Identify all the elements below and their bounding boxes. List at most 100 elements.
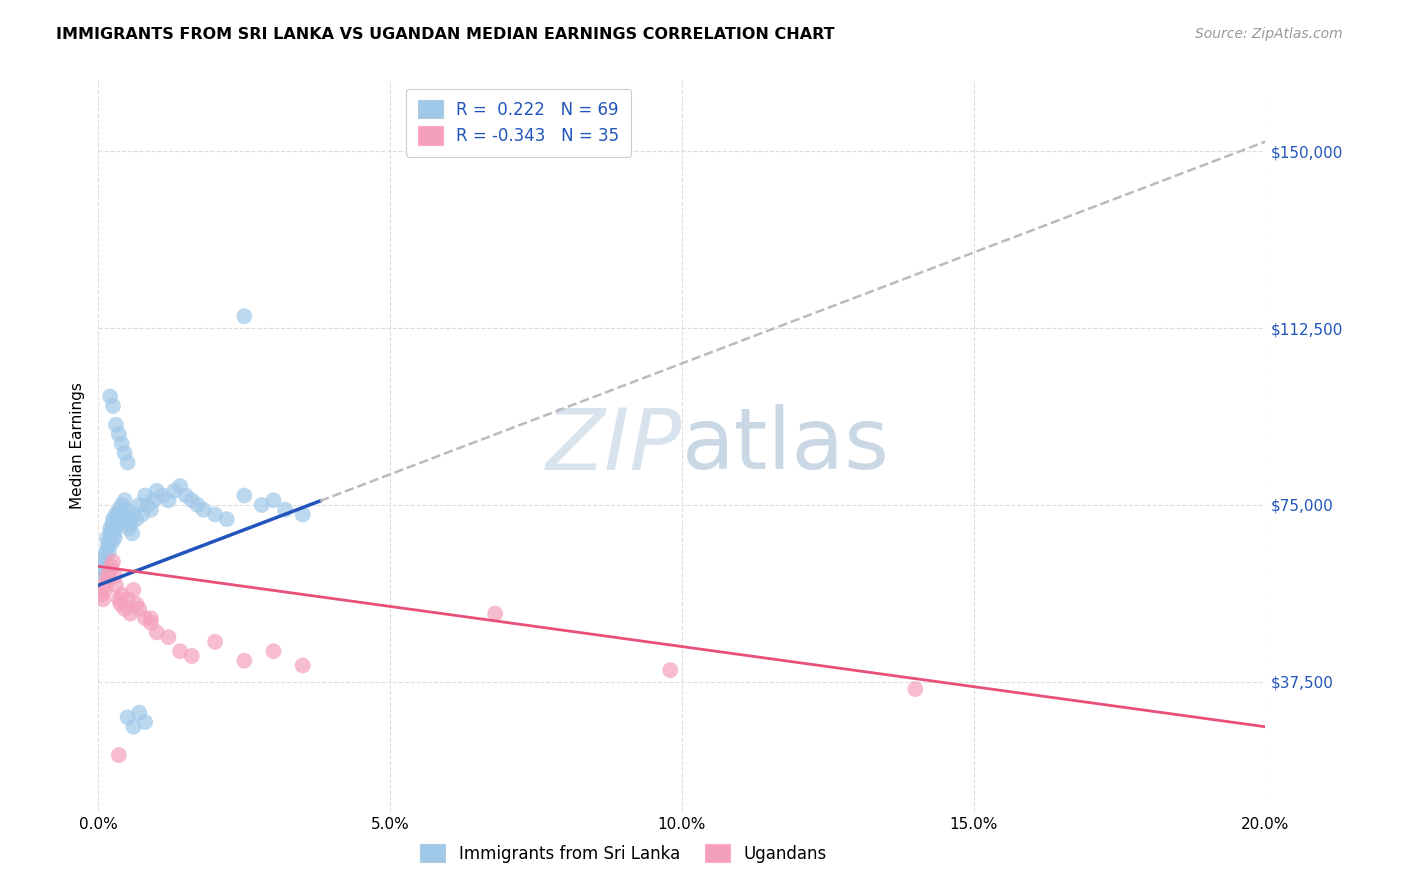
Point — [100, 531, 122, 545]
Point — [117, 512, 139, 526]
Point — [101, 399, 124, 413]
Point — [103, 526, 125, 541]
Point — [111, 498, 134, 512]
Point — [97, 535, 120, 549]
Point — [204, 508, 226, 522]
Point — [134, 489, 156, 503]
Point — [136, 498, 159, 512]
Point — [187, 498, 209, 512]
Point — [174, 489, 197, 503]
Point — [101, 555, 124, 569]
Point — [97, 545, 120, 559]
Point — [233, 654, 256, 668]
Point — [98, 564, 121, 578]
Point — [117, 592, 139, 607]
Point — [114, 493, 136, 508]
Point — [108, 592, 131, 607]
Point — [659, 663, 682, 677]
Point — [93, 578, 115, 592]
Point — [111, 436, 134, 450]
Point — [104, 578, 127, 592]
Point — [93, 549, 115, 564]
Point — [120, 516, 142, 531]
Point — [215, 512, 238, 526]
Point — [139, 502, 162, 516]
Point — [96, 568, 118, 582]
Point — [104, 508, 127, 522]
Point — [139, 611, 162, 625]
Point — [111, 508, 134, 522]
Point — [94, 568, 117, 582]
Point — [128, 706, 150, 720]
Point — [100, 526, 122, 541]
Point — [101, 512, 124, 526]
Point — [110, 516, 132, 531]
Point — [134, 611, 156, 625]
Point — [110, 597, 132, 611]
Point — [180, 648, 202, 663]
Point — [291, 508, 314, 522]
Point — [108, 508, 131, 522]
Point — [120, 607, 142, 621]
Point — [274, 502, 297, 516]
Point — [103, 522, 125, 536]
Point — [146, 625, 169, 640]
Point — [104, 417, 127, 432]
Point — [263, 644, 285, 658]
Point — [115, 502, 138, 516]
Point — [114, 602, 136, 616]
Point — [117, 456, 139, 470]
Text: Source: ZipAtlas.com: Source: ZipAtlas.com — [1195, 27, 1343, 41]
Point — [484, 607, 506, 621]
Point — [180, 493, 202, 508]
Point — [108, 427, 131, 442]
Point — [152, 489, 174, 503]
Point — [114, 446, 136, 460]
Y-axis label: Median Earnings: Median Earnings — [70, 383, 86, 509]
Point — [233, 310, 256, 324]
Point — [90, 588, 112, 602]
Point — [105, 516, 128, 531]
Point — [98, 522, 121, 536]
Point — [122, 582, 145, 597]
Point — [96, 531, 118, 545]
Point — [128, 602, 150, 616]
Point — [125, 597, 148, 611]
Point — [104, 568, 127, 582]
Point — [169, 479, 191, 493]
Point — [169, 644, 191, 658]
Point — [107, 512, 129, 526]
Point — [94, 582, 117, 597]
Point — [101, 535, 124, 549]
Point — [131, 508, 153, 522]
Point — [128, 498, 150, 512]
Point — [111, 588, 134, 602]
Point — [104, 531, 127, 545]
Point — [146, 483, 169, 498]
Point — [157, 630, 180, 644]
Point — [121, 526, 143, 541]
Point — [98, 389, 121, 403]
Point — [108, 748, 131, 763]
Point — [100, 559, 122, 574]
Point — [134, 714, 156, 729]
Point — [91, 564, 114, 578]
Point — [97, 574, 120, 588]
Point — [90, 559, 112, 574]
Point — [91, 555, 114, 569]
Point — [122, 508, 145, 522]
Point — [291, 658, 314, 673]
Legend: Immigrants from Sri Lanka, Ugandans: Immigrants from Sri Lanka, Ugandans — [413, 838, 834, 869]
Point — [193, 502, 215, 516]
Point — [118, 522, 141, 536]
Point — [117, 710, 139, 724]
Point — [163, 483, 186, 498]
Point — [263, 493, 285, 508]
Point — [122, 720, 145, 734]
Point — [97, 541, 120, 555]
Point — [204, 635, 226, 649]
Point — [91, 592, 114, 607]
Point — [904, 681, 927, 696]
Point — [157, 493, 180, 508]
Text: atlas: atlas — [682, 404, 890, 488]
